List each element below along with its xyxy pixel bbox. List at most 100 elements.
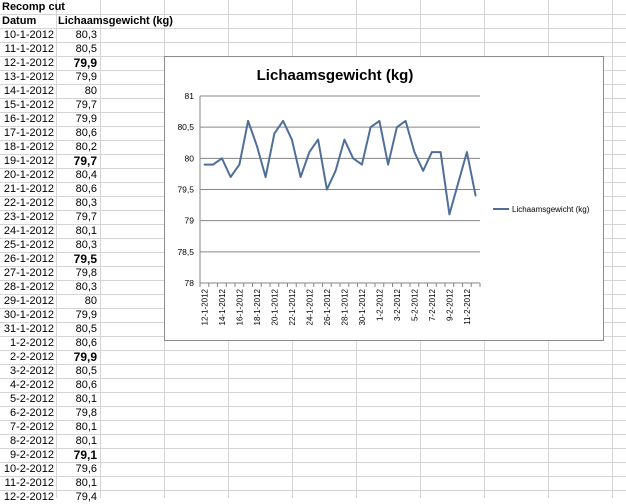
x-tick-label: 12-1-2012 xyxy=(200,288,209,325)
weight-cell[interactable]: 79,1 xyxy=(73,448,97,462)
weight-cell[interactable]: 80,5 xyxy=(75,43,97,55)
date-cell[interactable]: 4-2-2012 xyxy=(9,379,54,391)
data-point xyxy=(361,163,363,166)
weight-cell[interactable]: 79,9 xyxy=(75,71,97,83)
y-tick-label: 78,5 xyxy=(177,247,194,257)
date-cell[interactable]: 28-1-2012 xyxy=(3,281,54,293)
date-cell[interactable]: 26-1-2012 xyxy=(3,253,54,265)
weight-cell[interactable]: 80,2 xyxy=(75,141,97,153)
weight-cell[interactable]: 79,4 xyxy=(75,491,97,503)
date-cell[interactable]: 17-1-2012 xyxy=(3,127,54,139)
date-cell[interactable]: 19-1-2012 xyxy=(3,155,54,167)
date-cell[interactable]: 29-1-2012 xyxy=(3,295,54,307)
date-cell[interactable]: 8-2-2012 xyxy=(9,435,54,447)
date-cell[interactable]: 9-2-2012 xyxy=(9,449,54,461)
x-tick-label: 28-1-2012 xyxy=(340,288,349,325)
weight-cell[interactable]: 79,7 xyxy=(75,99,97,111)
weight-cell[interactable]: 79,9 xyxy=(75,113,97,125)
date-cell[interactable]: 21-1-2012 xyxy=(3,183,54,195)
y-tick-label: 78 xyxy=(185,278,195,288)
data-point xyxy=(326,188,328,191)
legend-label: Lichaamsgewicht (kg) xyxy=(512,205,590,214)
date-cell[interactable]: 12-1-2012 xyxy=(3,57,54,69)
date-cell[interactable]: 10-1-2012 xyxy=(3,29,54,41)
weight-cell[interactable]: 79,9 xyxy=(75,309,97,321)
weight-cell[interactable]: 80,6 xyxy=(75,127,97,139)
weight-cell[interactable]: 80 xyxy=(84,295,97,307)
date-cell[interactable]: 5-2-2012 xyxy=(9,393,54,405)
data-point xyxy=(264,176,267,178)
y-tick-label: 79,5 xyxy=(177,185,194,195)
weight-cell[interactable]: 79,9 xyxy=(73,350,97,364)
date-cell[interactable]: 2-2-2012 xyxy=(9,351,54,363)
x-tick-label: 16-1-2012 xyxy=(235,288,244,325)
date-cell[interactable]: 16-1-2012 xyxy=(3,113,54,125)
weight-cell[interactable]: 80,3 xyxy=(75,29,97,41)
weight-cell[interactable]: 80,1 xyxy=(75,421,97,433)
date-cell[interactable]: 6-2-2012 xyxy=(9,407,54,419)
weight-cell[interactable]: 80,3 xyxy=(75,197,97,209)
weight-cell[interactable]: 80,1 xyxy=(75,435,97,447)
weight-cell[interactable]: 80,3 xyxy=(75,281,97,293)
x-tick-label: 20-1-2012 xyxy=(270,288,279,325)
date-cell[interactable]: 25-1-2012 xyxy=(3,239,54,251)
date-cell[interactable]: 23-1-2012 xyxy=(3,211,54,223)
weight-cell[interactable]: 80,1 xyxy=(75,393,97,405)
date-cell[interactable]: 14-1-2012 xyxy=(3,85,54,97)
weight-cell[interactable]: 80,3 xyxy=(75,239,97,251)
data-point xyxy=(343,138,346,141)
data-point xyxy=(212,163,214,166)
x-tick-label: 7-2-2012 xyxy=(428,288,437,321)
date-cell[interactable]: 20-1-2012 xyxy=(3,169,54,181)
date-cell[interactable]: 11-2-2012 xyxy=(4,477,54,489)
weight-cell[interactable]: 80,6 xyxy=(75,379,97,391)
weight-cell[interactable]: 80,5 xyxy=(75,323,97,335)
header-date-cell[interactable]: Datum xyxy=(2,15,37,27)
data-point xyxy=(282,120,284,122)
x-tick-label: 5-2-2012 xyxy=(410,288,419,321)
date-cell[interactable]: 18-1-2012 xyxy=(3,141,54,153)
weight-cell[interactable]: 80,4 xyxy=(75,169,97,181)
date-cell[interactable]: 24-1-2012 xyxy=(3,225,54,237)
data-point xyxy=(203,163,206,166)
weight-cell[interactable]: 79,7 xyxy=(73,154,97,168)
weight-cell[interactable]: 79,7 xyxy=(75,211,97,223)
weight-cell[interactable]: 80,6 xyxy=(75,337,97,349)
date-cell[interactable]: 3-2-2012 xyxy=(9,365,54,377)
weight-cell[interactable]: 79,8 xyxy=(75,267,97,279)
date-cell[interactable]: 11-1-2012 xyxy=(4,43,54,55)
date-cell[interactable]: 15-1-2012 xyxy=(3,99,54,111)
weight-cell[interactable]: 79,8 xyxy=(75,407,97,419)
sheet-title-cell[interactable]: Recomp cut xyxy=(2,1,65,13)
data-point xyxy=(387,163,389,166)
y-tick-label: 80 xyxy=(185,153,195,163)
weight-cell[interactable]: 80,6 xyxy=(75,183,97,195)
date-cell[interactable]: 31-1-2012 xyxy=(3,323,54,335)
date-cell[interactable]: 10-2-2012 xyxy=(3,463,54,475)
date-cell[interactable]: 30-1-2012 xyxy=(3,309,54,321)
x-tick-label: 1-2-2012 xyxy=(375,288,384,321)
date-cell[interactable]: 27-1-2012 xyxy=(3,267,54,279)
data-point xyxy=(378,120,381,122)
date-cell[interactable]: 13-1-2012 xyxy=(3,71,54,83)
weight-cell[interactable]: 80,1 xyxy=(75,477,97,489)
chart[interactable]: Lichaamsgewicht (kg) 81 80,5 80 79,5 79 78,5 7… xyxy=(164,56,604,341)
y-tick-label: 81 xyxy=(185,91,195,101)
weight-cell[interactable]: 80,5 xyxy=(75,365,97,377)
weight-cell[interactable]: 80 xyxy=(84,85,97,97)
weight-cell[interactable]: 79,6 xyxy=(75,463,97,475)
data-point xyxy=(308,151,311,153)
date-cell[interactable]: 12-2-2012 xyxy=(3,491,54,503)
weight-cell[interactable]: 80,1 xyxy=(75,225,97,237)
date-cell[interactable]: 22-1-2012 xyxy=(3,197,54,209)
date-cell[interactable]: 1-2-2012 xyxy=(9,337,54,349)
weight-cell[interactable]: 79,5 xyxy=(73,252,97,266)
header-weight-cell[interactable]: Lichaamsgewicht (kg) xyxy=(58,15,173,27)
series-line xyxy=(204,119,477,216)
weight-cell[interactable]: 79,9 xyxy=(73,56,97,70)
data-point xyxy=(448,213,451,216)
x-tick-label: 3-2-2012 xyxy=(393,288,402,321)
data-point xyxy=(413,151,416,153)
date-cell[interactable]: 7-2-2012 xyxy=(9,421,54,433)
data-point xyxy=(238,163,241,166)
